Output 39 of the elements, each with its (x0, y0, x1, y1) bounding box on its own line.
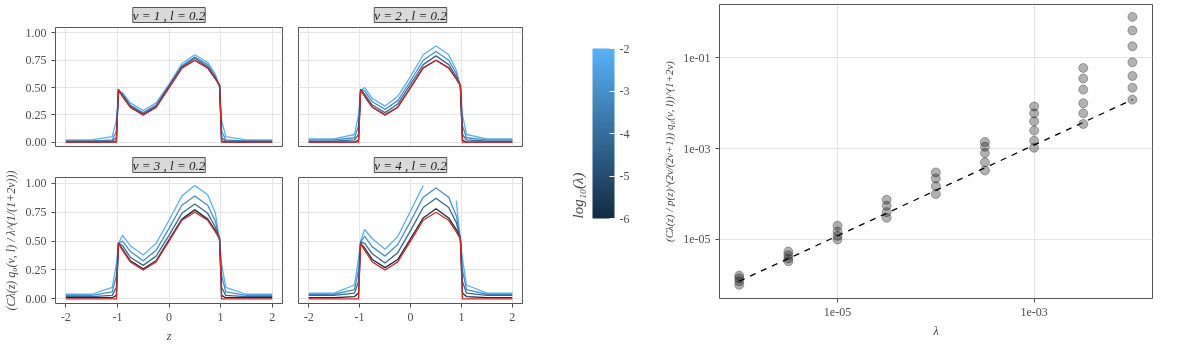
y-tick-label: 1e-05 (683, 232, 711, 247)
x-tick-label: 1 (458, 309, 465, 324)
color-bar-label: -4 (619, 126, 630, 141)
x-tick-label: 1e-05 (823, 304, 852, 319)
y-tick-label: 0.50 (25, 234, 47, 249)
y-axis-title: (Cλ(z) / p(z)^(2ν/(2ν+1)) q₀(ν, l))^(1+2ν) (663, 60, 677, 242)
y-tick-label: 1e-01 (683, 50, 711, 65)
y-tick-label: 1e-03 (683, 141, 711, 156)
x-tick-label: 1 (217, 309, 224, 324)
chart-title: ν = 1 , l = 0.2 (132, 7, 206, 23)
x-tick-label: -1 (112, 309, 123, 324)
x-tick-label: 2 (509, 309, 516, 324)
color-bar-title: log₁₀(λ) (569, 172, 587, 219)
x-axis-title: λ (932, 323, 939, 338)
chart-title: ν = 3 , l = 0.2 (132, 157, 206, 173)
y-tick-label: 0.50 (25, 80, 47, 95)
x-tick-label: 1e-03 (1020, 304, 1048, 319)
x-tick-label: -2 (303, 309, 314, 324)
y-tick-label: 1.00 (25, 176, 47, 191)
color-bar-label: -3 (619, 84, 630, 98)
x-tick-label: -1 (354, 309, 365, 324)
x-tick-label: 0 (407, 309, 414, 324)
y-tick-label: 0.25 (25, 107, 47, 122)
x-tick-label: 0 (166, 309, 172, 324)
color-bar-label: -5 (619, 169, 630, 183)
y-tick-label: 0.25 (25, 262, 47, 277)
y-axis-title: (Cλ(z) q₀(ν, l) / λ^(1/(1+2ν))) (3, 170, 18, 311)
color-bar-label: -2 (619, 41, 630, 56)
x-axis-title: z (165, 328, 172, 343)
y-tick-label: 1.00 (25, 25, 47, 40)
x-tick-label: -2 (60, 309, 71, 324)
y-tick-label: 0.00 (25, 135, 47, 150)
color-bar-label: -6 (619, 211, 630, 226)
y-tick-label: 0.75 (25, 205, 47, 220)
y-tick-label: 0.75 (25, 53, 47, 68)
chart-title: ν = 4 , l = 0.2 (374, 157, 448, 173)
x-tick-label: 2 (269, 309, 276, 324)
chart-title: ν = 2 , l = 0.2 (374, 7, 448, 23)
y-tick-label: 0.00 (25, 291, 47, 306)
